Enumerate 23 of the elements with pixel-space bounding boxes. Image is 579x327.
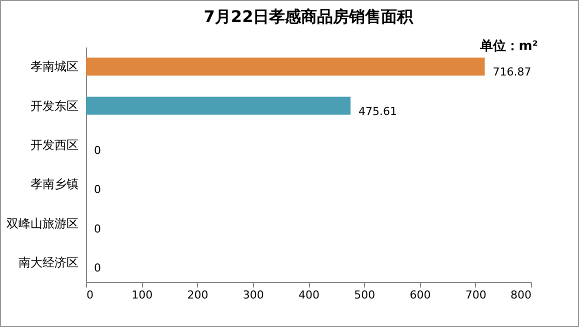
x-tick-label: 100 <box>132 288 153 302</box>
y-tick-label: 开发西区 <box>30 138 78 152</box>
x-tick-label: 500 <box>354 288 376 302</box>
data-label: 0 <box>94 261 101 274</box>
y-tick-label: 开发东区 <box>30 98 78 113</box>
y-tick-label: 孝南城区 <box>30 60 78 74</box>
data-label: 0 <box>94 183 101 196</box>
x-tick-label: 600 <box>410 288 431 302</box>
x-tick-label: 300 <box>242 288 264 302</box>
data-label: 0 <box>94 144 101 157</box>
x-tick-label: 700 <box>465 288 486 302</box>
chart-title: 7月22日孝感商品房销售面积 <box>204 7 414 26</box>
y-tick-label: 孝南乡镇 <box>30 177 78 192</box>
annotation: 单位：m² <box>480 38 538 55</box>
y-tick-label: 双峰山旅游区 <box>6 216 78 230</box>
data-label: 475.61 <box>358 104 398 118</box>
x-tick-label: 0 <box>86 288 94 302</box>
x-tick-label: 200 <box>187 288 208 302</box>
y-tick-label: 南大经济区 <box>18 255 78 270</box>
x-tick-label: 400 <box>298 288 320 302</box>
data-label: 716.87 <box>492 66 532 79</box>
data-label: 0 <box>94 222 101 236</box>
x-tick-label: 800 <box>510 288 532 302</box>
